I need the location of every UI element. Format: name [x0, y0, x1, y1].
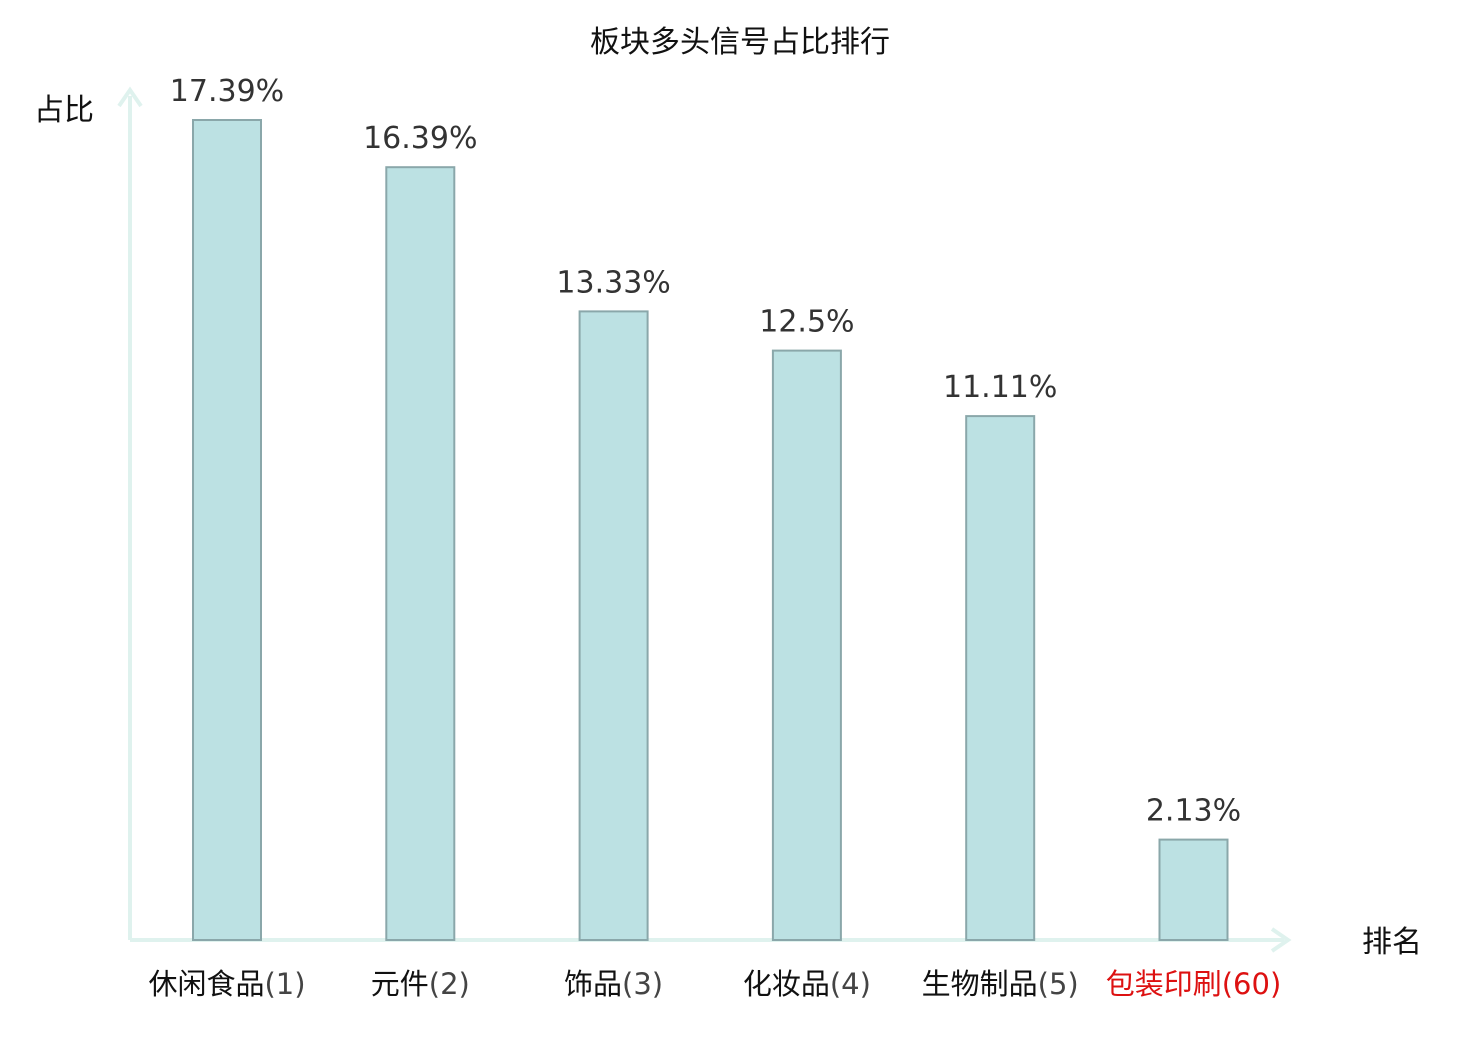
category-name: 包装印刷 — [1106, 967, 1222, 1001]
value-label-6: 2.13% — [1146, 794, 1241, 829]
bar-6 — [1158, 838, 1229, 941]
category-name: 化妆品 — [743, 967, 830, 1001]
value-label-3: 13.33% — [556, 265, 670, 300]
bar-1 — [192, 119, 262, 941]
category-rank: (5) — [1038, 967, 1079, 1001]
y-axis-arrow — [117, 86, 143, 108]
category-name: 休闲食品 — [148, 967, 264, 1001]
category-rank: (60) — [1222, 967, 1282, 1001]
x-axis-label: 排名 — [1362, 925, 1422, 960]
axes — [117, 86, 1292, 953]
bar-3 — [578, 310, 649, 941]
category-rank: (4) — [830, 967, 871, 1001]
category-rank: (3) — [622, 967, 663, 1001]
value-label-5: 11.11% — [943, 370, 1057, 405]
category-rank: (2) — [429, 967, 470, 1001]
category-name: 饰品 — [564, 967, 622, 1001]
chart-title: 板块多头信号占比排行 — [590, 25, 890, 60]
category-rank: (1) — [264, 967, 305, 1001]
bars-group — [192, 119, 1229, 942]
category-label-5: 生物制品(5) — [922, 967, 1079, 1001]
category-label-1: 休闲食品(1) — [148, 967, 305, 1001]
bar-5 — [965, 415, 1036, 942]
category-labels-group: 休闲食品(1) 元件(2) 饰品(3) 化妆品(4) 生物制品(5) 包装印刷(60) — [148, 967, 1281, 1001]
value-labels-group: 17.39% 16.39% 13.33% 12.5% 11.11% 2.13% — [170, 74, 1241, 829]
value-label-4: 12.5% — [759, 305, 854, 340]
bar-4 — [771, 349, 842, 942]
y-axis-label: 占比 — [34, 93, 94, 128]
category-name: 元件 — [371, 967, 429, 1001]
category-label-6: 包装印刷(60) — [1106, 967, 1282, 1001]
category-label-2: 元件(2) — [371, 967, 470, 1001]
category-label-4: 化妆品(4) — [743, 967, 871, 1001]
category-label-3: 饰品(3) — [564, 967, 663, 1001]
category-name: 生物制品 — [922, 967, 1038, 1001]
bar-2 — [385, 166, 456, 941]
value-label-2: 16.39% — [363, 121, 477, 156]
x-axis-arrow — [1270, 927, 1292, 953]
value-label-1: 17.39% — [170, 74, 284, 109]
